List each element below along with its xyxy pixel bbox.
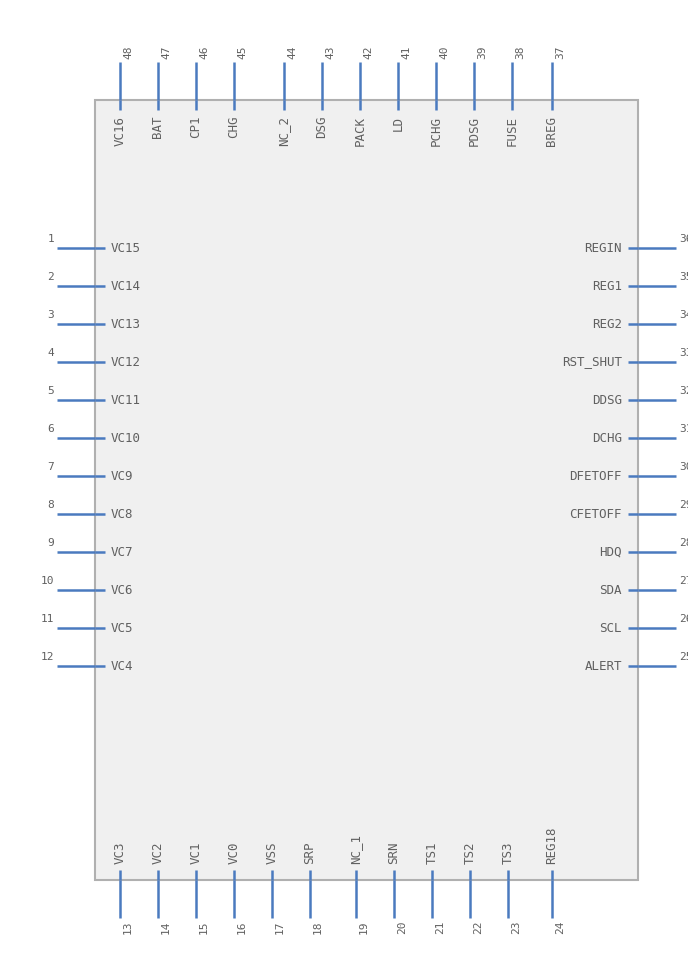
Text: 35: 35 [679,272,688,282]
Text: 3: 3 [47,310,54,320]
Text: 19: 19 [359,921,369,934]
Text: 31: 31 [679,424,688,434]
Text: 17: 17 [275,921,285,934]
Text: RST_SHUT: RST_SHUT [562,355,622,369]
Text: BAT: BAT [151,116,164,138]
Text: HDQ: HDQ [599,546,622,559]
Text: 26: 26 [679,614,688,624]
Text: SDA: SDA [599,584,622,596]
Text: NC_2: NC_2 [277,116,290,146]
Text: 9: 9 [47,538,54,548]
Text: 44: 44 [287,45,297,59]
Text: VC8: VC8 [111,507,133,521]
Text: SCL: SCL [599,621,622,634]
Text: REG1: REG1 [592,280,622,292]
Text: 25: 25 [679,652,688,662]
Text: 34: 34 [679,310,688,320]
Text: TS3: TS3 [502,841,515,864]
Text: 48: 48 [123,45,133,59]
Text: VC9: VC9 [111,469,133,482]
Text: FUSE: FUSE [506,116,519,146]
Text: 28: 28 [679,538,688,548]
Text: VSS: VSS [266,841,279,864]
Text: VC11: VC11 [111,394,141,407]
Text: PCHG: PCHG [429,116,442,146]
Text: LD: LD [391,116,405,131]
Text: PACK: PACK [354,116,367,146]
Text: VC1: VC1 [189,841,202,864]
Text: DDSG: DDSG [592,394,622,407]
Text: VC10: VC10 [111,432,141,444]
Text: 21: 21 [435,921,445,934]
Text: SRP: SRP [303,841,316,864]
Text: 20: 20 [397,921,407,934]
Text: 4: 4 [47,348,54,358]
Text: VC5: VC5 [111,621,133,634]
Text: CFETOFF: CFETOFF [570,507,622,521]
Text: 33: 33 [679,348,688,358]
Text: 29: 29 [679,500,688,510]
Text: TS2: TS2 [464,841,477,864]
Text: DSG: DSG [316,116,328,138]
Text: VC0: VC0 [228,841,241,864]
Text: PDSG: PDSG [468,116,480,146]
Text: 39: 39 [477,45,487,59]
Text: 6: 6 [47,424,54,434]
Text: CHG: CHG [228,116,241,138]
Text: 1: 1 [47,234,54,244]
Text: 37: 37 [555,45,565,59]
Text: CP1: CP1 [189,116,202,138]
Text: 10: 10 [41,576,54,586]
Text: 38: 38 [515,45,525,59]
Text: VC2: VC2 [151,841,164,864]
Text: SRN: SRN [387,841,400,864]
Text: 36: 36 [679,234,688,244]
Text: BREG: BREG [546,116,559,146]
Text: VC12: VC12 [111,355,141,369]
Text: VC4: VC4 [111,659,133,673]
Text: 40: 40 [439,45,449,59]
Text: 8: 8 [47,500,54,510]
Text: VC13: VC13 [111,318,141,330]
Text: 24: 24 [555,921,565,934]
Text: 32: 32 [679,386,688,396]
Text: 14: 14 [161,921,171,934]
Text: ALERT: ALERT [585,659,622,673]
Text: DCHG: DCHG [592,432,622,444]
Text: 16: 16 [237,921,247,934]
Text: VC16: VC16 [114,116,127,146]
Text: 2: 2 [47,272,54,282]
Text: 12: 12 [41,652,54,662]
Text: 11: 11 [41,614,54,624]
Text: VC14: VC14 [111,280,141,292]
Text: REGIN: REGIN [585,241,622,255]
Text: 42: 42 [363,45,373,59]
Text: 45: 45 [237,45,247,59]
Text: 47: 47 [161,45,171,59]
Text: 27: 27 [679,576,688,586]
Text: 46: 46 [199,45,209,59]
Bar [95,100,638,880]
Text: VC15: VC15 [111,241,141,255]
Text: VC7: VC7 [111,546,133,559]
Text: REG2: REG2 [592,318,622,330]
Text: TS1: TS1 [425,841,438,864]
Text: REG18: REG18 [546,827,559,864]
Text: 23: 23 [511,921,521,934]
Text: 15: 15 [199,921,209,934]
Text: 22: 22 [473,921,483,934]
Text: NC_1: NC_1 [350,834,363,864]
Text: 30: 30 [679,462,688,472]
Text: VC3: VC3 [114,841,127,864]
Text: 43: 43 [325,45,335,59]
Text: 5: 5 [47,386,54,396]
Text: 7: 7 [47,462,54,472]
Text: 41: 41 [401,45,411,59]
Text: 18: 18 [313,921,323,934]
Text: VC6: VC6 [111,584,133,596]
Text: DFETOFF: DFETOFF [570,469,622,482]
Text: 13: 13 [123,921,133,934]
